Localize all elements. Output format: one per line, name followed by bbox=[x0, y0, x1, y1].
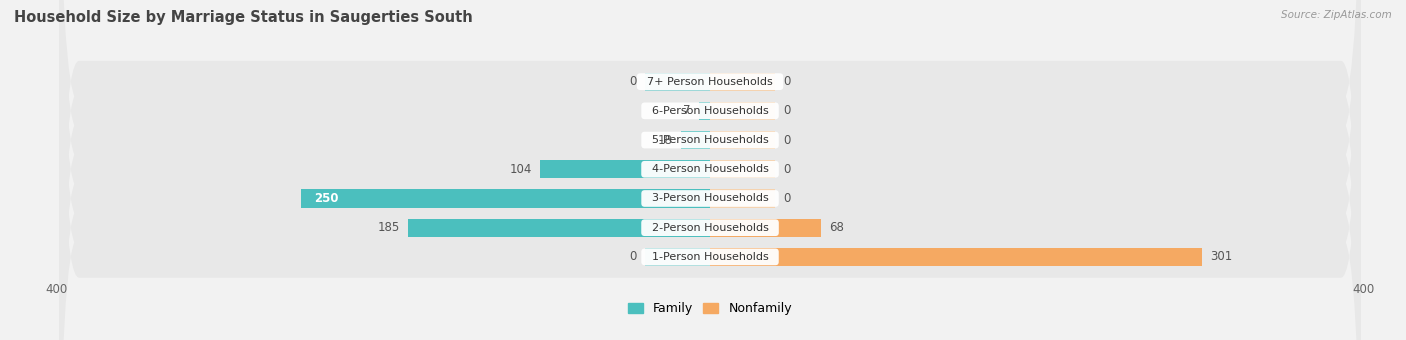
FancyBboxPatch shape bbox=[59, 0, 1361, 340]
FancyBboxPatch shape bbox=[59, 0, 1361, 340]
Bar bbox=[710, 131, 776, 149]
Bar bbox=[710, 248, 1202, 266]
FancyBboxPatch shape bbox=[59, 0, 1361, 340]
Bar bbox=[644, 73, 710, 91]
FancyBboxPatch shape bbox=[59, 0, 1361, 340]
FancyBboxPatch shape bbox=[59, 0, 1361, 340]
Text: 104: 104 bbox=[509, 163, 531, 176]
Text: Household Size by Marriage Status in Saugerties South: Household Size by Marriage Status in Sau… bbox=[14, 10, 472, 25]
Text: 7: 7 bbox=[683, 104, 690, 117]
Text: 0: 0 bbox=[783, 104, 792, 117]
Bar bbox=[644, 248, 710, 266]
Bar bbox=[699, 102, 710, 120]
Text: 5-Person Households: 5-Person Households bbox=[645, 135, 775, 145]
Bar bbox=[710, 219, 821, 237]
Text: 0: 0 bbox=[783, 75, 792, 88]
Text: 0: 0 bbox=[783, 163, 792, 176]
Bar bbox=[408, 219, 710, 237]
Bar bbox=[710, 189, 776, 207]
Text: 185: 185 bbox=[377, 221, 399, 234]
FancyBboxPatch shape bbox=[59, 0, 1361, 340]
Text: 3-Person Households: 3-Person Households bbox=[645, 193, 775, 203]
Text: 4-Person Households: 4-Person Households bbox=[644, 164, 776, 174]
Text: Source: ZipAtlas.com: Source: ZipAtlas.com bbox=[1281, 10, 1392, 20]
Text: 2-Person Households: 2-Person Households bbox=[644, 223, 776, 233]
Text: 0: 0 bbox=[628, 75, 637, 88]
Text: 18: 18 bbox=[658, 134, 672, 147]
Bar bbox=[710, 73, 776, 91]
Bar bbox=[540, 160, 710, 178]
Text: 0: 0 bbox=[783, 134, 792, 147]
Text: 0: 0 bbox=[628, 250, 637, 264]
Bar bbox=[301, 189, 710, 207]
Bar bbox=[681, 131, 710, 149]
Text: 68: 68 bbox=[830, 221, 844, 234]
Text: 0: 0 bbox=[783, 192, 792, 205]
Text: 7+ Person Households: 7+ Person Households bbox=[640, 76, 780, 87]
Text: 250: 250 bbox=[315, 192, 339, 205]
Bar bbox=[710, 160, 776, 178]
Bar bbox=[710, 102, 776, 120]
Text: 1-Person Households: 1-Person Households bbox=[645, 252, 775, 262]
Legend: Family, Nonfamily: Family, Nonfamily bbox=[623, 298, 797, 320]
Text: 301: 301 bbox=[1211, 250, 1233, 264]
FancyBboxPatch shape bbox=[59, 0, 1361, 340]
Text: 6-Person Households: 6-Person Households bbox=[645, 106, 775, 116]
